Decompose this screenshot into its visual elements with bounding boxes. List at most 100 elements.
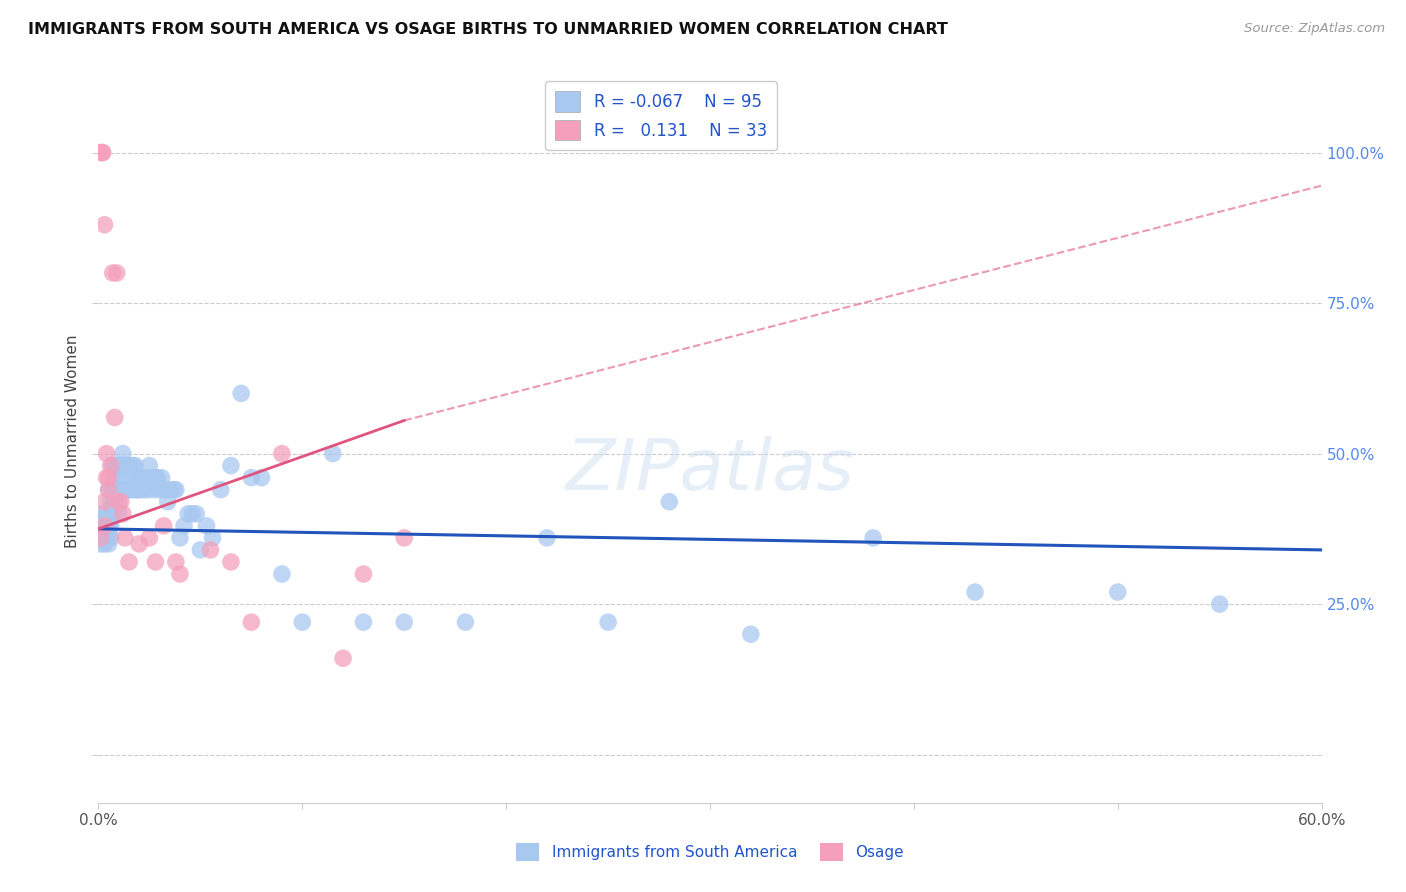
Point — [105, 266, 128, 280]
Point — [165, 555, 187, 569]
Point — [145, 471, 167, 485]
Point — [91, 507, 114, 521]
Point — [101, 266, 124, 280]
Point — [149, 483, 172, 497]
Point — [118, 458, 141, 473]
Point — [598, 615, 620, 630]
Point — [115, 458, 138, 473]
Point — [93, 519, 115, 533]
Point — [89, 145, 111, 160]
Point — [392, 531, 416, 545]
Point — [454, 615, 477, 630]
Point — [201, 531, 224, 545]
Point — [240, 615, 263, 630]
Point — [152, 519, 174, 533]
Point — [120, 483, 142, 497]
Point — [93, 537, 115, 551]
Point — [169, 531, 191, 545]
Point — [93, 495, 115, 509]
Point — [322, 447, 344, 461]
Point — [181, 507, 204, 521]
Point — [1209, 597, 1232, 611]
Point — [186, 507, 208, 521]
Point — [97, 519, 120, 533]
Point — [97, 537, 120, 551]
Point — [91, 145, 114, 160]
Point — [124, 458, 146, 473]
Point — [108, 483, 131, 497]
Point — [159, 483, 181, 497]
Point — [110, 495, 132, 509]
Point — [114, 483, 136, 497]
Point — [128, 483, 150, 497]
Point — [105, 458, 128, 473]
Point — [862, 531, 884, 545]
Point — [250, 471, 273, 485]
Point — [108, 458, 131, 473]
Point — [96, 507, 118, 521]
Point — [231, 386, 253, 401]
Y-axis label: Births to Unmarried Women: Births to Unmarried Women — [65, 334, 80, 549]
Point — [163, 483, 186, 497]
Point — [111, 507, 134, 521]
Point — [142, 483, 165, 497]
Point — [200, 542, 222, 557]
Point — [108, 495, 131, 509]
Point — [110, 458, 132, 473]
Point — [89, 519, 111, 533]
Point — [129, 471, 152, 485]
Point — [114, 531, 136, 545]
Point — [91, 145, 114, 160]
Point — [96, 471, 118, 485]
Point — [108, 507, 131, 521]
Point — [96, 524, 118, 539]
Point — [270, 447, 294, 461]
Point — [104, 471, 127, 485]
Point — [115, 483, 138, 497]
Point — [96, 531, 118, 545]
Point — [89, 537, 111, 551]
Point — [352, 567, 374, 582]
Point — [138, 531, 160, 545]
Point — [1107, 585, 1129, 599]
Point — [100, 495, 122, 509]
Point — [128, 471, 150, 485]
Point — [97, 471, 120, 485]
Point — [150, 471, 173, 485]
Point — [740, 627, 762, 641]
Point — [101, 507, 124, 521]
Point — [169, 567, 191, 582]
Text: Source: ZipAtlas.com: Source: ZipAtlas.com — [1244, 22, 1385, 36]
Text: IMMIGRANTS FROM SOUTH AMERICA VS OSAGE BIRTHS TO UNMARRIED WOMEN CORRELATION CHA: IMMIGRANTS FROM SOUTH AMERICA VS OSAGE B… — [28, 22, 948, 37]
Text: ZIPatlas: ZIPatlas — [565, 436, 855, 505]
Point — [132, 483, 155, 497]
Point — [89, 524, 111, 539]
Point — [100, 531, 122, 545]
Point — [128, 537, 150, 551]
Point — [118, 483, 141, 497]
Point — [165, 483, 187, 497]
Point — [96, 519, 118, 533]
Point — [188, 542, 212, 557]
Point — [93, 519, 115, 533]
Point — [91, 531, 114, 545]
Point — [104, 495, 127, 509]
Point — [89, 531, 111, 545]
Point — [177, 507, 200, 521]
Point — [97, 507, 120, 521]
Point — [127, 483, 149, 497]
Point — [270, 567, 294, 582]
Point — [93, 531, 115, 545]
Point — [658, 495, 681, 509]
Legend: Immigrants from South America, Osage: Immigrants from South America, Osage — [510, 837, 910, 867]
Point — [96, 447, 118, 461]
Point — [138, 458, 160, 473]
Point — [122, 458, 145, 473]
Point — [124, 483, 146, 497]
Point — [114, 458, 136, 473]
Point — [120, 471, 142, 485]
Point — [101, 458, 124, 473]
Point — [118, 555, 141, 569]
Point — [392, 615, 416, 630]
Point — [110, 483, 132, 497]
